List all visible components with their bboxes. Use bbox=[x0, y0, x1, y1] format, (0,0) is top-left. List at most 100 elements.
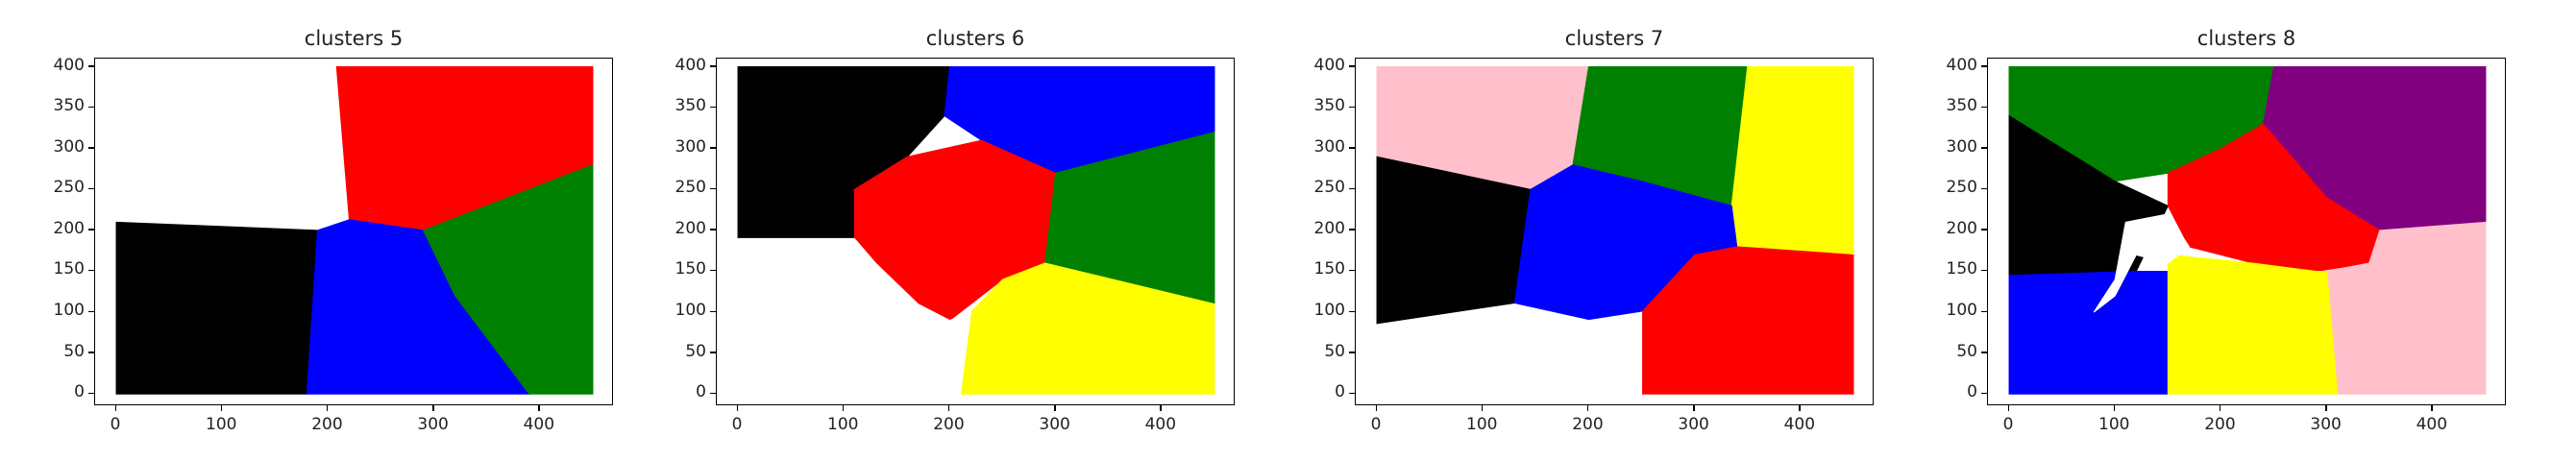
x-tick-label: 100 bbox=[1462, 415, 1501, 434]
x-tick-label: 0 bbox=[1357, 415, 1395, 434]
y-tick bbox=[710, 393, 716, 395]
y-tick-label: 200 bbox=[658, 219, 706, 238]
x-tick bbox=[1799, 405, 1801, 411]
chart-panel-3: clusters 7 0 100 200 300 400 0 50 100 150 200 250 30… bbox=[1297, 0, 1883, 461]
y-tick-label: 400 bbox=[1297, 56, 1345, 75]
y-tick-label: 50 bbox=[1929, 342, 1977, 361]
y-tick bbox=[1349, 270, 1355, 272]
y-tick-label: 150 bbox=[1929, 259, 1977, 279]
y-tick-label: 250 bbox=[37, 178, 85, 197]
y-tick-label: 0 bbox=[1929, 382, 1977, 401]
cluster-regions bbox=[1356, 59, 1874, 405]
cluster-region-blue bbox=[2009, 271, 2168, 394]
y-tick bbox=[88, 393, 94, 395]
y-tick bbox=[1349, 352, 1355, 353]
cluster-region-yellow bbox=[2168, 255, 2337, 394]
x-tick-label: 200 bbox=[2200, 415, 2239, 434]
x-tick bbox=[1054, 405, 1056, 411]
y-tick-label: 300 bbox=[658, 137, 706, 157]
chart-panel-4: clusters 8 0 100 200 300 400 0 50 100 150 200 250 30… bbox=[1929, 0, 2515, 461]
x-tick-label: 100 bbox=[2095, 415, 2133, 434]
x-tick-label: 100 bbox=[823, 415, 862, 434]
y-tick bbox=[1981, 147, 1987, 149]
y-tick-label: 350 bbox=[658, 96, 706, 115]
y-tick bbox=[88, 147, 94, 149]
plot-area bbox=[94, 58, 613, 405]
x-tick-label: 0 bbox=[96, 415, 135, 434]
y-tick bbox=[1981, 311, 1987, 313]
y-tick bbox=[1349, 393, 1355, 395]
y-tick bbox=[88, 229, 94, 230]
y-tick bbox=[710, 229, 716, 230]
y-tick-label: 50 bbox=[37, 342, 85, 361]
x-tick bbox=[221, 405, 223, 411]
y-tick bbox=[88, 311, 94, 313]
y-tick-label: 250 bbox=[1297, 178, 1345, 197]
x-tick bbox=[2325, 405, 2327, 411]
x-tick-label: 0 bbox=[1989, 415, 2027, 434]
y-tick-label: 400 bbox=[37, 56, 85, 75]
x-tick-label: 300 bbox=[2307, 415, 2345, 434]
x-tick bbox=[737, 405, 739, 411]
y-tick bbox=[1349, 188, 1355, 190]
x-tick bbox=[327, 405, 329, 411]
y-tick bbox=[710, 311, 716, 313]
y-tick-label: 350 bbox=[1929, 96, 1977, 115]
x-tick-label: 200 bbox=[1568, 415, 1607, 434]
cluster-region-black bbox=[116, 222, 317, 394]
y-tick bbox=[1349, 107, 1355, 109]
y-tick-label: 100 bbox=[37, 301, 85, 320]
y-tick bbox=[1981, 229, 1987, 230]
y-tick bbox=[1349, 65, 1355, 67]
x-tick-label: 200 bbox=[307, 415, 346, 434]
y-tick-label: 300 bbox=[1929, 137, 1977, 157]
x-tick-label: 0 bbox=[718, 415, 756, 434]
y-tick-label: 200 bbox=[1297, 219, 1345, 238]
chart-title: clusters 8 bbox=[1987, 27, 2506, 50]
y-tick bbox=[710, 147, 716, 149]
y-tick bbox=[1349, 311, 1355, 313]
y-tick-label: 0 bbox=[658, 382, 706, 401]
chart-title: clusters 7 bbox=[1355, 27, 1874, 50]
cluster-regions bbox=[1988, 59, 2506, 405]
y-tick-label: 200 bbox=[1929, 219, 1977, 238]
y-tick bbox=[1981, 65, 1987, 67]
y-tick-label: 50 bbox=[1297, 342, 1345, 361]
y-tick bbox=[710, 188, 716, 190]
x-tick bbox=[2220, 405, 2221, 411]
y-tick bbox=[710, 65, 716, 67]
y-tick bbox=[88, 352, 94, 353]
x-tick-label: 300 bbox=[1675, 415, 1713, 434]
y-tick bbox=[710, 107, 716, 109]
plot-area bbox=[1355, 58, 1874, 405]
y-tick-label: 400 bbox=[658, 56, 706, 75]
chart-panel-1: clusters 5 0 100 200 300 400 0 50 100 150 200 250 30… bbox=[37, 0, 623, 461]
x-tick bbox=[1693, 405, 1695, 411]
y-tick bbox=[88, 188, 94, 190]
plot-area bbox=[1987, 58, 2506, 405]
x-tick bbox=[843, 405, 845, 411]
cluster-regions bbox=[95, 59, 613, 405]
y-tick-label: 150 bbox=[37, 259, 85, 279]
y-tick-label: 150 bbox=[658, 259, 706, 279]
chart-title: clusters 6 bbox=[716, 27, 1235, 50]
cluster-region-yellow bbox=[1731, 67, 1853, 255]
y-tick-label: 350 bbox=[37, 96, 85, 115]
cluster-regions bbox=[717, 59, 1235, 405]
x-tick bbox=[1587, 405, 1589, 411]
y-tick-label: 100 bbox=[1297, 301, 1345, 320]
y-tick bbox=[710, 352, 716, 353]
x-tick bbox=[2114, 405, 2116, 411]
cluster-region-white bbox=[116, 67, 344, 230]
x-tick-label: 300 bbox=[1036, 415, 1074, 434]
x-tick bbox=[948, 405, 950, 411]
y-tick-label: 250 bbox=[658, 178, 706, 197]
y-tick-label: 400 bbox=[1929, 56, 1977, 75]
y-tick-label: 150 bbox=[1297, 259, 1345, 279]
x-tick-label: 100 bbox=[202, 415, 240, 434]
y-tick-label: 350 bbox=[1297, 96, 1345, 115]
y-tick bbox=[710, 270, 716, 272]
y-tick bbox=[1981, 270, 1987, 272]
chart-panel-2: clusters 6 0 100 200 300 400 0 50 100 150 200 250 30… bbox=[658, 0, 1244, 461]
